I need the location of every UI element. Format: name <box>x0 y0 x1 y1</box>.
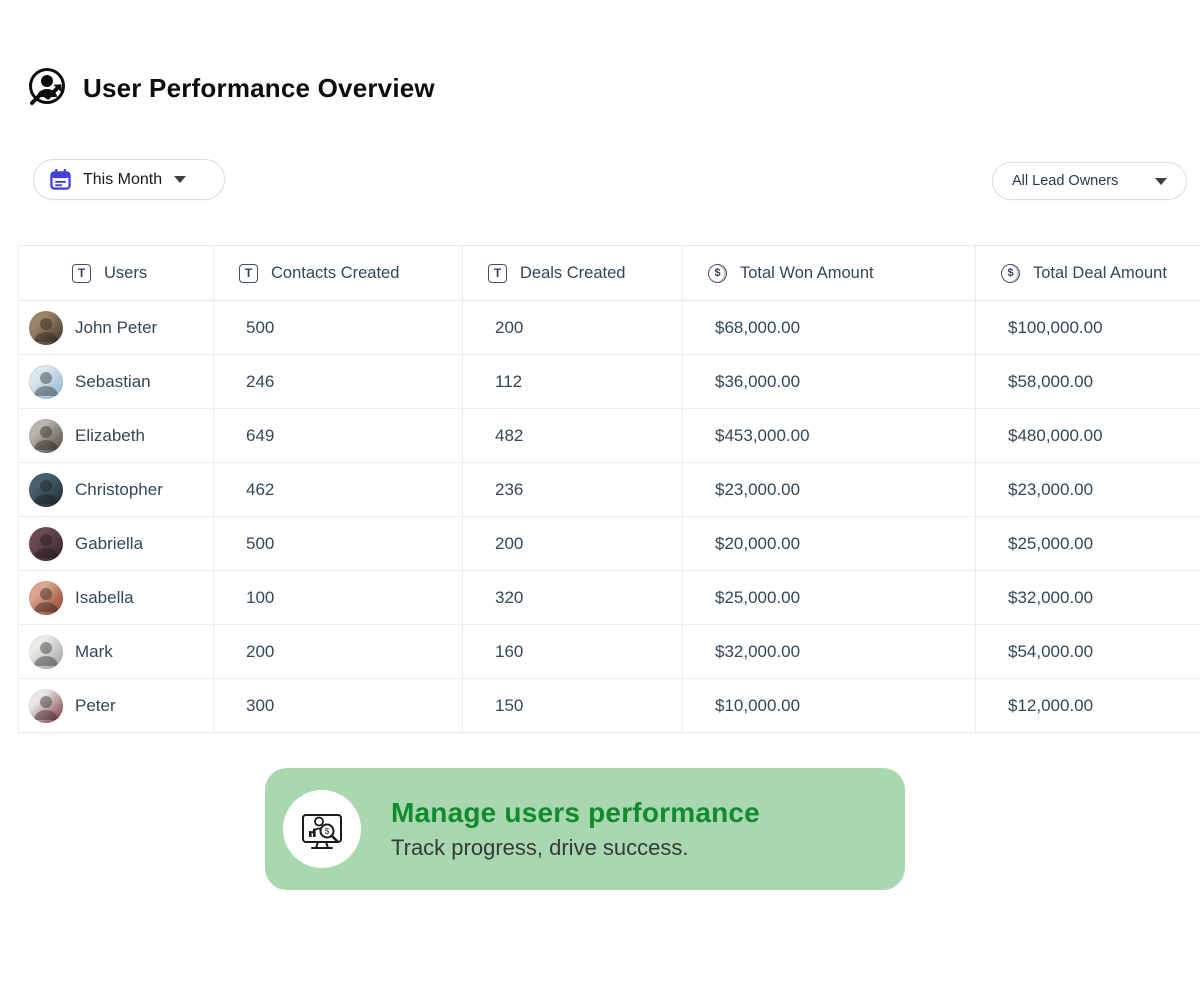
total-deal-amount-value: $58,000.00 <box>1008 371 1094 391</box>
contacts-created-value: 300 <box>214 679 463 732</box>
deals-created-value: 236 <box>463 463 683 516</box>
promo-banner: $ Manage users performance Track progres… <box>265 768 905 890</box>
table-row[interactable]: Gabriella 500 200 $20,000.00 $25,000.00 <box>19 517 1200 571</box>
banner-title: Manage users performance <box>391 797 760 828</box>
deals-created-value: 320 <box>463 571 683 624</box>
user-performance-icon <box>29 68 65 105</box>
column-header-label: Total Won Amount <box>740 263 874 282</box>
avatar <box>29 580 63 615</box>
monitor-magnifier-icon: $ <box>302 814 342 849</box>
column-header-total-won-amount[interactable]: $ Total Won Amount <box>683 246 976 300</box>
deals-created-value: 150 <box>463 679 683 732</box>
user-cell: Christopher <box>19 463 214 516</box>
avatar <box>29 364 63 399</box>
chevron-down-icon <box>174 176 187 183</box>
column-header-label: Total Deal Amount <box>1033 263 1167 282</box>
table-row[interactable]: Sebastian 246 112 $36,000.00 $58,000.00 <box>19 355 1200 409</box>
total-won-amount-value: $25,000.00 <box>683 571 976 624</box>
avatar <box>29 418 63 453</box>
total-deal-amount-value: $100,000.00 <box>1008 317 1103 337</box>
total-won-amount-value: $10,000.00 <box>683 679 976 732</box>
text-type-icon: T <box>239 263 258 283</box>
user-name: Sebastian <box>75 371 151 391</box>
contacts-created-value: 200 <box>214 625 463 678</box>
chevron-down-icon <box>1155 177 1167 185</box>
page-header: User Performance Overview <box>25 66 435 110</box>
column-header-users[interactable]: T Users <box>19 246 214 300</box>
column-header-total-deal-amount[interactable]: $ Total Deal Amount <box>976 246 1200 300</box>
user-name: Mark <box>75 641 113 661</box>
date-range-dropdown[interactable]: This Month <box>33 159 225 200</box>
total-won-amount-value: $68,000.00 <box>683 301 976 354</box>
user-name: Christopher <box>75 479 163 499</box>
user-name: Gabriella <box>75 533 144 553</box>
deals-created-value: 160 <box>463 625 683 678</box>
avatar <box>29 688 63 723</box>
currency-icon: $ <box>708 263 727 283</box>
table-row[interactable]: Isabella 100 320 $25,000.00 $32,000.00 <box>19 571 1200 625</box>
avatar <box>29 310 63 345</box>
total-deal-amount-value: $480,000.00 <box>1008 425 1103 445</box>
column-header-label: Contacts Created <box>271 263 400 282</box>
table-row[interactable]: Mark 200 160 $32,000.00 $54,000.00 <box>19 625 1200 679</box>
total-won-amount-value: $23,000.00 <box>683 463 976 516</box>
banner-text: Manage users performance Track progress,… <box>391 797 760 861</box>
table-row[interactable]: Christopher 462 236 $23,000.00 $23,000.0… <box>19 463 1200 517</box>
table-row[interactable]: Elizabeth 649 482 $453,000.00 $480,000.0… <box>19 409 1200 463</box>
banner-subtitle: Track progress, drive success. <box>391 835 689 860</box>
user-cell: Mark <box>19 625 214 678</box>
deals-created-value: 200 <box>463 301 683 354</box>
user-cell: Peter <box>19 679 214 732</box>
lead-owner-label: All Lead Owners <box>1012 173 1119 189</box>
total-deal-amount-value: $54,000.00 <box>1008 641 1094 661</box>
total-won-amount-value: $20,000.00 <box>683 517 976 570</box>
column-header-label: Users <box>104 263 148 282</box>
column-header-label: Deals Created <box>520 263 626 282</box>
calendar-icon <box>50 169 71 190</box>
user-name: John Peter <box>75 317 158 337</box>
avatar <box>29 526 63 561</box>
user-cell: Sebastian <box>19 355 214 408</box>
text-type-icon: T <box>72 263 91 283</box>
user-cell: Elizabeth <box>19 409 214 462</box>
page-title: User Performance Overview <box>83 72 435 103</box>
user-cell: Isabella <box>19 571 214 624</box>
table-body: John Peter 500 200 $68,000.00 $100,000.0… <box>19 301 1200 732</box>
performance-table: T Users T Contacts Created T Deals Creat… <box>18 245 1200 733</box>
table-header-row: T Users T Contacts Created T Deals Creat… <box>19 246 1200 301</box>
deals-created-value: 112 <box>463 355 683 408</box>
total-won-amount-value: $36,000.00 <box>683 355 976 408</box>
column-header-deals-created[interactable]: T Deals Created <box>463 246 683 300</box>
column-header-contacts-created[interactable]: T Contacts Created <box>214 246 463 300</box>
user-cell: Gabriella <box>19 517 214 570</box>
user-cell: John Peter <box>19 301 214 354</box>
user-name: Isabella <box>75 587 134 607</box>
avatar <box>29 472 63 507</box>
contacts-created-value: 500 <box>214 517 463 570</box>
table-row[interactable]: John Peter 500 200 $68,000.00 $100,000.0… <box>19 301 1200 355</box>
table-row[interactable]: Peter 300 150 $10,000.00 $12,000.00 <box>19 679 1200 732</box>
svg-text:$: $ <box>325 827 330 836</box>
contacts-created-value: 649 <box>214 409 463 462</box>
text-type-icon: T <box>488 263 507 283</box>
total-deal-amount-value: $12,000.00 <box>1008 695 1094 715</box>
total-deal-amount-value: $25,000.00 <box>1008 533 1094 553</box>
user-name: Elizabeth <box>75 425 145 445</box>
contacts-created-value: 462 <box>214 463 463 516</box>
banner-icon-circle: $ <box>283 790 361 868</box>
date-range-label: This Month <box>83 170 163 188</box>
user-name: Peter <box>75 695 116 715</box>
contacts-created-value: 246 <box>214 355 463 408</box>
deals-created-value: 200 <box>463 517 683 570</box>
deals-created-value: 482 <box>463 409 683 462</box>
avatar <box>29 634 63 669</box>
total-won-amount-value: $453,000.00 <box>683 409 976 462</box>
contacts-created-value: 500 <box>214 301 463 354</box>
contacts-created-value: 100 <box>214 571 463 624</box>
total-deal-amount-value: $32,000.00 <box>1008 587 1094 607</box>
currency-icon: $ <box>1001 263 1020 283</box>
lead-owner-dropdown[interactable]: All Lead Owners <box>992 162 1187 200</box>
total-won-amount-value: $32,000.00 <box>683 625 976 678</box>
total-deal-amount-value: $23,000.00 <box>1008 479 1094 499</box>
